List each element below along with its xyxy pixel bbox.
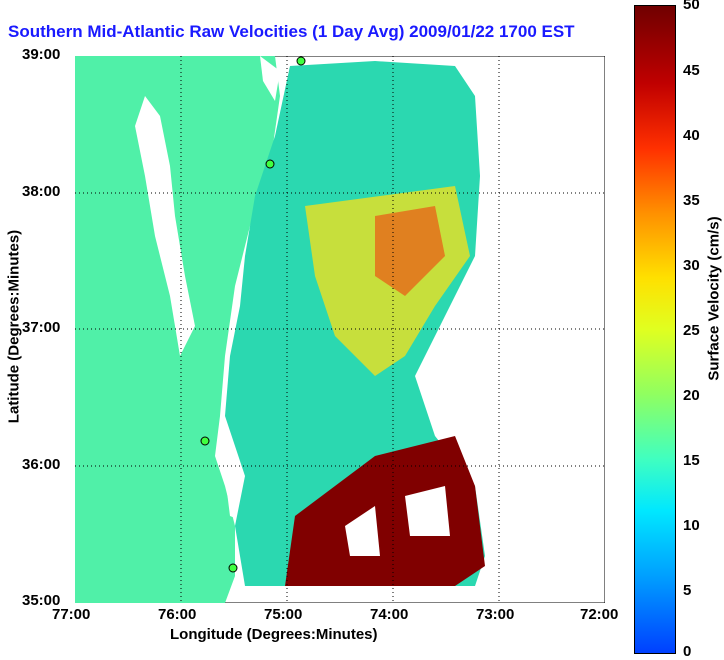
x-axis-label: Longitude (Degrees:Minutes) — [170, 626, 378, 643]
colorbar-tick: 35 — [683, 192, 700, 209]
colorbar — [634, 5, 676, 654]
y-tick: 35:00 — [22, 592, 61, 609]
station-marker — [296, 56, 306, 66]
y-tick: 39:00 — [22, 46, 61, 63]
y-tick: 37:00 — [22, 319, 61, 336]
y-tick: 38:00 — [22, 183, 61, 200]
colorbar-tick: 5 — [683, 582, 692, 599]
colorbar-tick: 15 — [683, 452, 700, 469]
station-marker — [265, 159, 275, 169]
map-title: Southern Mid-Atlantic Raw Velocities (1 … — [8, 22, 575, 41]
colorbar-label: Surface Velocity (cm/s) — [705, 216, 723, 381]
velocity-map — [75, 56, 605, 603]
x-tick: 73:00 — [476, 606, 515, 623]
colorbar-tick: 45 — [683, 62, 700, 79]
chesapeake-bay — [135, 96, 195, 356]
station-marker — [200, 436, 210, 446]
colorbar-tick: 20 — [683, 387, 700, 404]
x-tick: 72:00 — [580, 606, 619, 623]
x-tick: 74:00 — [370, 606, 409, 623]
x-tick: 77:00 — [52, 606, 91, 623]
colorbar-tick: 10 — [683, 517, 700, 534]
station-marker — [228, 563, 238, 573]
colorbar-tick: 50 — [683, 0, 700, 13]
x-tick: 75:00 — [264, 606, 303, 623]
x-tick: 76:00 — [158, 606, 197, 623]
colorbar-tick: 40 — [683, 127, 700, 144]
gap-white — [345, 506, 380, 556]
colorbar-tick: 25 — [683, 322, 700, 339]
y-tick: 36:00 — [22, 456, 61, 473]
colorbar-tick: 0 — [683, 643, 692, 660]
delaware-bay — [260, 56, 280, 101]
velocity-strong — [285, 436, 485, 586]
gap-white-2 — [405, 486, 450, 536]
y-axis-label: Latitude (Degrees:Minutes) — [5, 229, 23, 424]
colorbar-tick: 30 — [683, 257, 700, 274]
